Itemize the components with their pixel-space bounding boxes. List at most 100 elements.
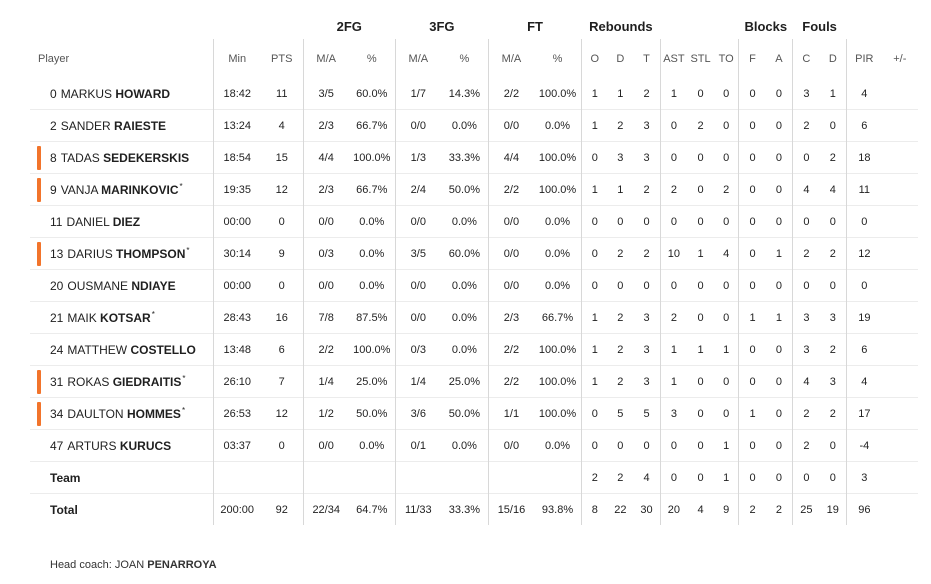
player-cell[interactable]: 24 MATTHEW COSTELLO [30, 333, 214, 366]
player-cell[interactable]: 11 DANIEL DIEZ [30, 205, 214, 238]
cell-pir: 6 [845, 333, 882, 366]
group-header-blank-2 [660, 14, 739, 39]
player-last-name[interactable]: COSTELLO [130, 342, 196, 357]
cell-foul-d: 2 [819, 397, 847, 430]
col-reb-t[interactable]: T [643, 52, 650, 65]
player-last-name[interactable]: DIEZ [112, 214, 141, 229]
col-2fg-ma[interactable]: M/A [302, 39, 349, 78]
player-last-name[interactable]: NDIAYE [131, 278, 176, 293]
player-cell[interactable]: 2 SANDER RAIESTE [30, 109, 214, 142]
player-last-name[interactable]: THOMPSON [116, 246, 186, 261]
starter-star: * [151, 309, 155, 319]
col-blk-f[interactable]: F [738, 39, 766, 78]
player-row[interactable]: 20 OUSMANE NDIAYE 00:00 0 0/0 0.0% 0/0 0.0% 0/0 0… [30, 269, 918, 302]
cell-pts: 7 [260, 365, 304, 398]
cell-foul-d: 2 [819, 141, 847, 174]
col-min[interactable]: Min [212, 39, 261, 78]
cell-to: 0 [714, 365, 739, 398]
player-number: 11 [50, 214, 63, 229]
cell-reb-d: 0 [607, 429, 634, 462]
player-row[interactable]: 31 ROKAS GIEDRAITIS* 26:10 7 1/4 25.0% 1/4 25.0… [30, 365, 918, 398]
player-cell[interactable]: 13 DARIUS THOMPSON* [30, 237, 214, 270]
cell-reb-t: 0 [633, 269, 661, 302]
group-header-blank-3 [847, 14, 919, 39]
cell-reb-o: 8 [581, 493, 608, 525]
col-pts[interactable]: PTS [271, 52, 293, 65]
group-header-blank [30, 14, 303, 39]
cell-pts: 6 [260, 333, 304, 366]
cell-reb-t: 2 [643, 87, 650, 100]
cell-ast: 10 [659, 237, 688, 270]
group-header-blocks: Blocks [744, 19, 788, 34]
player-last-name[interactable]: MARINKOVIC [101, 182, 179, 197]
cell-pm [881, 237, 918, 270]
player-last-name[interactable]: HOMMES [126, 406, 181, 421]
player-row[interactable]: 0 MARKUS HOWARD 18:42 11 3/5 60.0% 1/7 14.3% 2/2… [30, 78, 918, 110]
col-reb-d[interactable]: D [616, 52, 625, 65]
player-row[interactable]: 8 TADAS SEDEKERSKIS 18:54 15 4/4 100.0% 1/3 33.… [30, 141, 918, 174]
col-ft-pct[interactable]: % [552, 52, 563, 65]
cell-blk-f: 0 [738, 333, 766, 366]
player-cell[interactable]: 21 MAIK KOTSAR* [30, 301, 214, 334]
player-cell[interactable]: 47 ARTURS KURUCS [30, 429, 214, 462]
col-blk-a[interactable]: A [775, 52, 783, 65]
player-first-name: DARIUS [67, 246, 113, 261]
cell-ft-ma: 0/0 [487, 429, 534, 462]
col-stl[interactable]: STL [690, 52, 711, 65]
cell-min: 30:14 [212, 237, 261, 270]
player-last-name[interactable]: RAIESTE [114, 118, 167, 133]
col-pir[interactable]: PIR [845, 39, 882, 78]
player-row[interactable]: 9 VANJA MARINKOVIC* 19:35 12 2/3 66.7% 2/4 50.0… [30, 173, 918, 206]
player-cell[interactable]: 9 VANJA MARINKOVIC* [30, 173, 214, 206]
col-player[interactable]: Player [38, 52, 70, 65]
player-last-name[interactable]: SEDEKERSKIS [103, 150, 190, 165]
player-row[interactable]: 2 SANDER RAIESTE 13:24 4 2/3 66.7% 0/0 0.0% 0/0 0… [30, 109, 918, 142]
cell-reb-t: 5 [633, 397, 661, 430]
col-to[interactable]: TO [718, 52, 734, 65]
player-cell[interactable]: 31 ROKAS GIEDRAITIS* [30, 365, 214, 398]
cell-stl: 0 [697, 87, 704, 100]
player-row[interactable]: 21 MAIK KOTSAR* 28:43 16 7/8 87.5% 0/0 0.0% 2/3 6… [30, 301, 918, 334]
cell-fg3-ma: 0/0 [394, 205, 441, 238]
col-3fg-pct[interactable]: % [459, 52, 470, 65]
cell-min [212, 461, 261, 494]
cell-ft-pct: 66.7% [533, 301, 582, 334]
boxscore-table: 2FG 3FG FT Rebounds Blocks Fouls Player … [30, 14, 918, 525]
player-last-name[interactable]: GIEDRAITIS [112, 374, 182, 389]
cell-reb-o: 1 [581, 333, 608, 366]
player-last-name[interactable]: HOWARD [115, 86, 171, 101]
col-reb-o[interactable]: O [581, 39, 608, 78]
col-foul-d[interactable]: D [828, 52, 837, 65]
cell-stl: 0 [687, 141, 715, 174]
col-foul-c[interactable]: C [792, 39, 820, 78]
player-cell[interactable]: 8 TADAS SEDEKERSKIS [30, 141, 214, 174]
col-ast[interactable]: AST [659, 39, 688, 78]
player-cell[interactable]: 34 DAULTON HOMMES* [30, 397, 214, 430]
group-header-2fg: 2FG [336, 19, 362, 34]
player-row[interactable]: 34 DAULTON HOMMES* 26:53 12 1/2 50.0% 3/6 50.0%… [30, 397, 918, 430]
player-row[interactable]: 13 DARIUS THOMPSON* 30:14 9 0/3 0.0% 3/5 60.0% 0… [30, 237, 918, 270]
cell-reb-d: 3 [607, 141, 634, 174]
player-cell[interactable]: 0 MARKUS HOWARD [30, 78, 213, 110]
cell-ast: 2 [659, 301, 688, 334]
col-2fg-pct[interactable]: % [366, 52, 377, 65]
col-plus-minus[interactable]: +/- [893, 52, 907, 65]
player-number: 2 [50, 118, 57, 133]
player-row[interactable]: 47 ARTURS KURUCS 03:37 0 0/0 0.0% 0/1 0.0% 0/0 0.… [30, 429, 918, 462]
cell-fg2-pct: 0.0% [348, 429, 396, 462]
col-ft-ma[interactable]: M/A [487, 39, 534, 78]
starter-marker [37, 242, 41, 266]
cell-fg2-ma: 0/0 [302, 205, 349, 238]
player-cell[interactable]: 20 OUSMANE NDIAYE [30, 269, 214, 302]
cell-foul-d: 3 [819, 301, 847, 334]
player-row[interactable]: 11 DANIEL DIEZ 00:00 0 0/0 0.0% 0/0 0.0% 0/0 0.0%… [30, 205, 918, 238]
col-3fg-ma[interactable]: M/A [394, 39, 441, 78]
player-row[interactable]: 24 MATTHEW COSTELLO 13:48 6 2/2 100.0% 0/3 0.0%… [30, 333, 918, 366]
player-last-name[interactable]: KURUCS [119, 438, 172, 453]
cell-min: 18:54 [212, 141, 261, 174]
cell-fg2-ma: 0/0 [302, 429, 349, 462]
cell-fg3-ma: 2/4 [394, 173, 441, 206]
player-last-name[interactable]: KOTSAR [100, 310, 151, 325]
cell-ft-pct: 0.0% [533, 269, 582, 302]
cell-blk-a: 0 [765, 429, 793, 462]
